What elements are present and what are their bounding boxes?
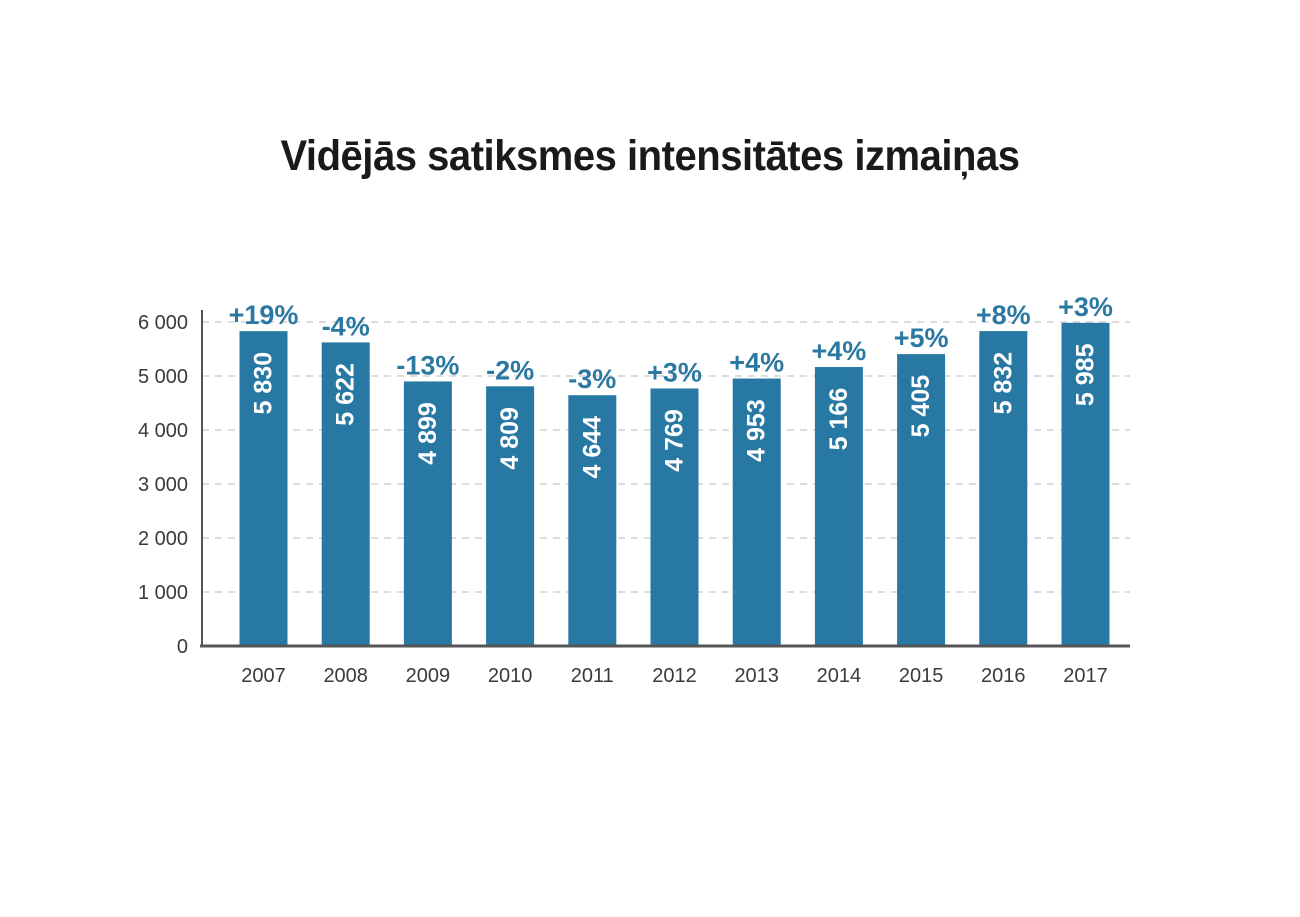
y-tick-label: 1 000 (138, 582, 188, 604)
bars (239, 322, 1110, 646)
bar (321, 342, 370, 646)
bar (979, 331, 1028, 646)
y-tick-label: 4 000 (138, 420, 188, 442)
x-tick-label: 2016 (981, 665, 1026, 687)
bar-value-label: 4 953 (743, 399, 771, 462)
x-tick-label: 2013 (734, 665, 779, 687)
bar (814, 367, 863, 646)
change-label: +3% (647, 357, 702, 387)
y-tick-label: 0 (177, 636, 188, 658)
x-tick-label: 2008 (323, 665, 368, 687)
chart-title: Vidējās satiksmes intensitātes izmaiņas (280, 132, 1020, 180)
data-labels: 5 830 +19% 5 622 -4% 4 899 -13% 4 809 -2% 4 644 -… (229, 292, 1113, 479)
bar (732, 378, 781, 646)
y-tick-label: 3 000 (138, 474, 188, 496)
change-label: +19% (229, 300, 299, 330)
bar (897, 354, 946, 646)
bar (650, 388, 699, 646)
bar (403, 381, 452, 646)
y-axis-ticks: 0 1 000 2 000 3 000 4 000 5 000 6 000 (138, 312, 188, 658)
x-axis-ticks: 2007 2008 2009 2010 2011 2012 2013 2014 2015 2016… (241, 665, 1108, 687)
bar-value-label: 4 644 (578, 416, 606, 479)
change-label: +3% (1058, 292, 1113, 322)
bar-value-label: 5 832 (989, 352, 1017, 415)
y-tick-label: 2 000 (138, 528, 188, 550)
x-tick-label: 2007 (241, 665, 286, 687)
change-label: +5% (894, 323, 949, 353)
x-tick-label: 2015 (899, 665, 944, 687)
bar-value-label: 5 830 (250, 352, 278, 415)
change-label: +8% (976, 300, 1031, 330)
change-label: -2% (486, 355, 534, 385)
change-label: -4% (322, 311, 370, 341)
change-label: -3% (568, 364, 616, 394)
bar-value-label: 4 809 (496, 407, 524, 470)
bar (486, 386, 535, 646)
x-tick-label: 2014 (817, 665, 862, 687)
x-tick-label: 2010 (488, 665, 533, 687)
bar (239, 331, 288, 646)
bar-value-label: 5 985 (1072, 343, 1100, 406)
bar-value-label: 5 405 (907, 375, 935, 438)
change-label: -13% (396, 350, 459, 380)
bar-value-label: 5 622 (332, 363, 360, 426)
x-tick-label: 2017 (1063, 665, 1108, 687)
x-tick-label: 2009 (406, 665, 451, 687)
bar-value-label: 4 769 (661, 409, 689, 472)
bar (568, 395, 617, 646)
bar-value-label: 4 899 (414, 402, 442, 465)
x-tick-label: 2012 (652, 665, 697, 687)
x-tick-label: 2011 (571, 665, 614, 687)
change-label: +4% (812, 336, 867, 366)
bar (1061, 322, 1110, 646)
y-tick-label: 5 000 (138, 366, 188, 388)
change-label: +4% (729, 348, 784, 378)
axes (200, 310, 1130, 648)
y-tick-label: 6 000 (138, 312, 188, 334)
bar-value-label: 5 166 (825, 388, 853, 451)
gridlines (202, 321, 1130, 593)
